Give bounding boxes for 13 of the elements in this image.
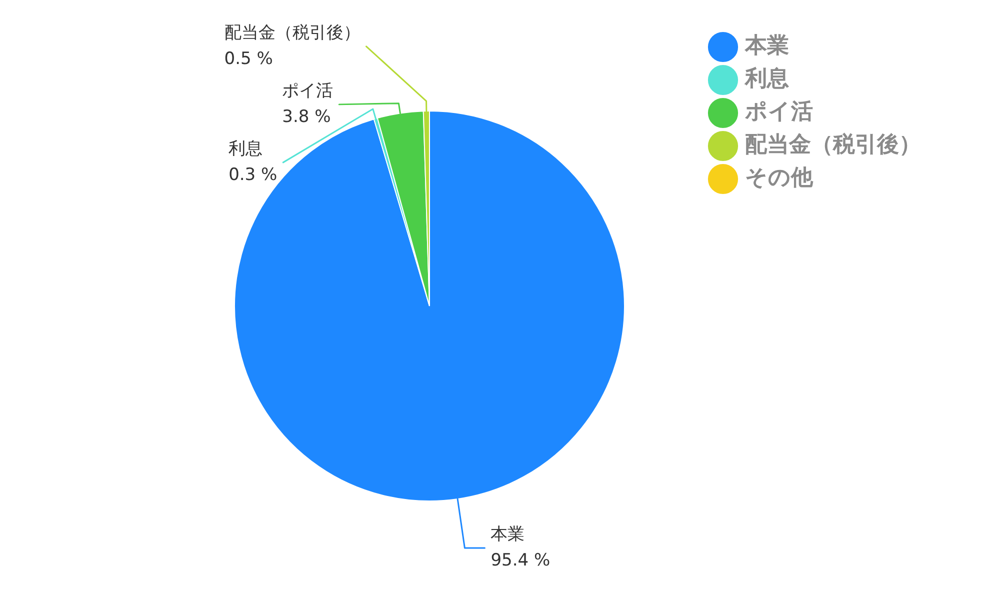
data-label: 95.4 % — [490, 550, 550, 570]
slice-label: 本業 — [490, 524, 525, 544]
legend-label: 配当金（税引後） — [745, 132, 921, 158]
slice-label: 利息 — [228, 138, 263, 159]
legend-label: 本業 — [744, 34, 789, 59]
legend-label: 利息 — [744, 66, 789, 92]
data-label: 3.8 % — [282, 106, 331, 127]
data-label: 0.5 % — [224, 48, 273, 69]
data-label: 0.3 % — [228, 164, 278, 185]
legend-label: その他 — [745, 166, 814, 191]
legend-label: ポイ活 — [744, 100, 813, 125]
slice-label: ポイ活 — [282, 80, 334, 101]
slice-label: 配当金（税引後） — [224, 22, 360, 43]
